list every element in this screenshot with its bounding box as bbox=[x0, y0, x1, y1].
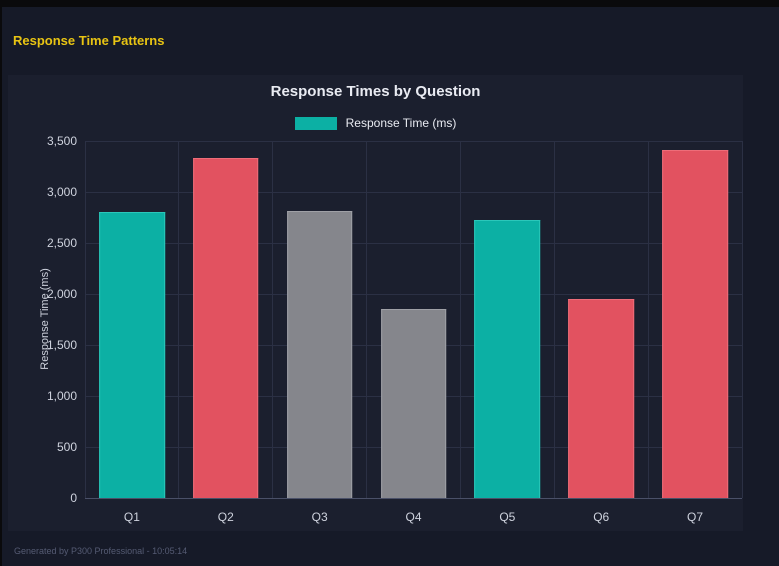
chart-title: Response Times by Question bbox=[270, 83, 481, 100]
gridline-x-4 bbox=[459, 141, 461, 498]
bar-q5[interactable] bbox=[474, 219, 541, 498]
gridline-x-5 bbox=[553, 141, 555, 498]
gridline-x-6 bbox=[647, 141, 649, 498]
y-tick-2500: 2,500 bbox=[46, 236, 77, 250]
y-tick-labels: 0 500 1,000 1,500 2,000 2,500 3,000 3,500 bbox=[8, 134, 77, 505]
x-tick-q4: Q4 bbox=[405, 510, 422, 524]
top-strip bbox=[0, 0, 779, 7]
gridline-y-0 bbox=[85, 497, 742, 499]
x-tick-q7: Q7 bbox=[687, 510, 704, 524]
bar-q3[interactable] bbox=[286, 211, 353, 498]
gridline-y-3500 bbox=[85, 140, 742, 142]
y-tick-1000: 1,000 bbox=[46, 389, 77, 403]
y-tick-500: 500 bbox=[56, 440, 77, 454]
gridline-x-7 bbox=[741, 141, 743, 498]
gridline-x-0 bbox=[84, 141, 86, 498]
y-tick-0: 0 bbox=[70, 491, 77, 505]
gridline-y-2500 bbox=[85, 242, 742, 244]
legend-item-response-time[interactable]: Response Time (ms) bbox=[294, 116, 457, 130]
y-tick-2000: 2,000 bbox=[46, 287, 77, 301]
footer-note: Generated by P300 Professional - 10:05:1… bbox=[14, 546, 188, 556]
gridline-y-3000 bbox=[85, 191, 742, 193]
left-edge-strip bbox=[0, 0, 2, 566]
chart-legend: Response Time (ms) bbox=[8, 115, 743, 131]
gridline-x-3 bbox=[366, 141, 368, 498]
y-tick-3500: 3,500 bbox=[46, 134, 77, 148]
bar-q2[interactable] bbox=[192, 158, 259, 498]
x-tick-labels: Q1 Q2 Q3 Q4 Q5 Q6 Q7 bbox=[85, 510, 742, 526]
legend-swatch bbox=[294, 116, 337, 130]
x-tick-q2: Q2 bbox=[217, 510, 234, 524]
page-title: Response Time Patterns bbox=[13, 33, 165, 48]
y-tick-1500: 1,500 bbox=[46, 338, 77, 352]
bar-q7[interactable] bbox=[662, 150, 728, 498]
x-tick-q6: Q6 bbox=[593, 510, 610, 524]
bar-q6[interactable] bbox=[568, 299, 635, 498]
bar-q1[interactable] bbox=[99, 212, 165, 498]
x-tick-q3: Q3 bbox=[311, 510, 328, 524]
gridline-x-2 bbox=[272, 141, 274, 498]
gridline-y-2000 bbox=[85, 293, 742, 295]
bar-q4[interactable] bbox=[380, 309, 447, 498]
gridline-x-1 bbox=[178, 141, 180, 498]
chart-panel: Response Times by Question Response Time… bbox=[8, 75, 743, 531]
y-tick-3000: 3,000 bbox=[46, 185, 77, 199]
plot-area bbox=[84, 140, 743, 499]
legend-label: Response Time (ms) bbox=[345, 116, 457, 130]
x-tick-q5: Q5 bbox=[499, 510, 516, 524]
x-tick-q1: Q1 bbox=[123, 510, 140, 524]
